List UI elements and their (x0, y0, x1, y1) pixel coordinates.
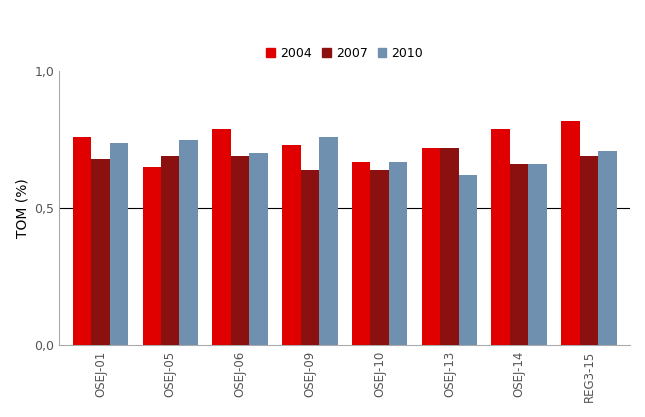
Bar (580, 156, 598, 345)
Bar (231, 156, 249, 345)
Bar (370, 170, 389, 345)
Bar (459, 176, 477, 345)
Bar (161, 156, 179, 345)
Bar (282, 145, 301, 345)
Bar (510, 164, 528, 345)
Bar (73, 137, 91, 345)
Y-axis label: TOM (%): TOM (%) (15, 178, 29, 238)
Bar (598, 151, 617, 345)
Bar (491, 129, 510, 345)
Bar (422, 148, 440, 345)
Bar (91, 159, 110, 345)
Bar (212, 129, 231, 345)
Bar (440, 148, 459, 345)
Bar (389, 162, 407, 345)
Bar (352, 162, 370, 345)
Bar (319, 137, 337, 345)
Bar (561, 121, 580, 345)
Bar (249, 153, 268, 345)
Bar (301, 170, 319, 345)
Bar (110, 143, 128, 345)
Bar (528, 164, 547, 345)
Legend: 2004, 2007, 2010: 2004, 2007, 2010 (261, 42, 428, 65)
Bar (143, 167, 161, 345)
Bar (179, 140, 198, 345)
